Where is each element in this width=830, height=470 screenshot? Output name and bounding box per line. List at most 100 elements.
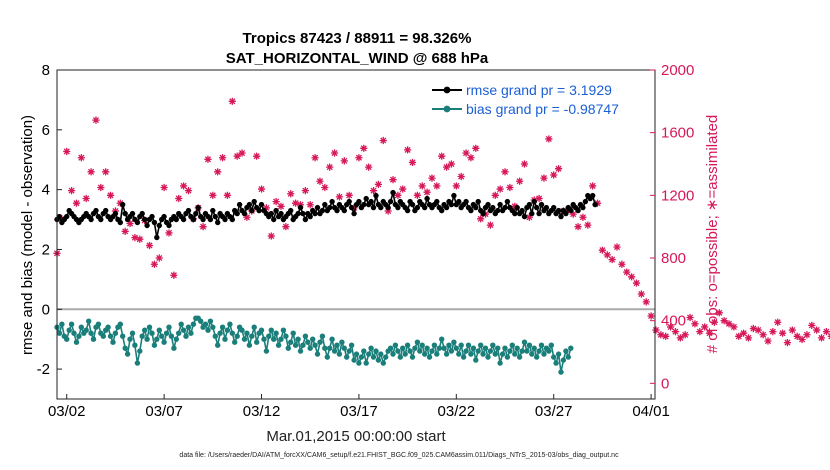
bias-point: [358, 354, 365, 360]
obs-marker: [257, 185, 266, 193]
bias-point: [480, 351, 486, 357]
obs-marker: [438, 152, 446, 160]
bias-point: [375, 357, 382, 363]
rmse-point: [322, 201, 328, 208]
obs-marker: [608, 255, 616, 264]
bias-point: [227, 321, 233, 327]
obs-marker: [501, 168, 509, 176]
bias-point: [302, 333, 309, 339]
bias-point: [346, 348, 352, 354]
obs-marker: [740, 329, 748, 337]
legend[interactable]: rmse grand pr = 3.1929 bias grand pr = -…: [420, 76, 652, 124]
obs-marker: [691, 320, 699, 328]
bias-point: [468, 351, 474, 357]
obs-marker: [744, 334, 753, 342]
obs-marker: [676, 334, 684, 342]
obs-marker: [262, 204, 270, 212]
bias-point: [285, 345, 291, 351]
bias-point: [73, 339, 80, 345]
rmse-point: [534, 204, 540, 211]
bias-point: [419, 342, 425, 348]
obs-marker: [404, 146, 412, 154]
obs-marker: [218, 154, 227, 162]
obs-marker: [282, 223, 290, 231]
x-axis: 03/02 03/07 03/12 03/17 03/22 03/27 04/01: [48, 394, 670, 420]
bias-point: [202, 321, 209, 327]
bias-point: [341, 345, 347, 351]
bias-point: [521, 339, 528, 345]
obs-marker: [696, 328, 704, 336]
obs-marker: [798, 335, 806, 344]
bias-point: [456, 351, 462, 357]
obs-marker: [550, 171, 558, 179]
bias-point: [224, 327, 231, 333]
obs-marker: [623, 268, 631, 276]
bias-point: [110, 339, 116, 345]
rmse-point: [151, 219, 158, 226]
rmse-point: [212, 213, 218, 220]
rmse-point: [288, 207, 294, 214]
bias-point: [404, 342, 411, 348]
bias-point: [207, 318, 214, 324]
obs-marker: [506, 183, 514, 192]
bias-point: [107, 333, 114, 339]
bias-point: [212, 333, 218, 339]
rmse-point: [395, 204, 401, 211]
bias-point: [538, 342, 545, 348]
obs-marker: [686, 313, 694, 322]
bias-point: [144, 336, 150, 342]
rmse-point: [236, 201, 243, 208]
bias-point: [273, 330, 279, 336]
obs-marker: [647, 312, 655, 320]
rmse-point: [117, 219, 124, 226]
obs-marker: [355, 154, 363, 162]
obs-marker: [72, 199, 81, 207]
bias-point: [314, 351, 321, 357]
y-left-tick-label: 0: [42, 301, 50, 318]
bias-point: [76, 333, 82, 339]
bias-point: [453, 345, 459, 351]
bias-point: [159, 333, 165, 339]
rmse-point: [568, 207, 574, 214]
obs-marker: [121, 227, 129, 235]
rmse-point: [448, 201, 455, 208]
bias-point: [173, 336, 179, 342]
rmse-point: [166, 222, 172, 229]
obs-marker: [783, 339, 792, 347]
bias-point: [507, 348, 513, 354]
y-right-tick-label: 400: [661, 313, 686, 330]
bias-point: [161, 339, 167, 345]
bias-point: [312, 342, 318, 348]
bias-point: [78, 324, 85, 330]
obs-marker: [184, 187, 193, 195]
y-right-tick-label: 0: [661, 375, 669, 392]
obs-marker: [316, 177, 324, 185]
bias-point: [142, 327, 148, 333]
bias-point: [63, 336, 70, 342]
legend-item-rmse[interactable]: rmse grand pr = 3.1929: [432, 82, 612, 98]
obs-marker: [652, 326, 660, 334]
obs-marker: [598, 246, 607, 254]
rmse-point: [312, 210, 318, 217]
legend-item-bias[interactable]: bias grand pr = -0.98747: [432, 101, 619, 117]
y-axis-left: -2 0 2 4 6 8: [37, 62, 62, 378]
bias-point: [232, 339, 238, 345]
obs-marker: [603, 251, 611, 259]
bias-point: [183, 333, 189, 339]
obs-marker: [720, 317, 728, 325]
obs-marker: [467, 154, 475, 162]
obs-marker: [788, 326, 796, 334]
obs-marker: [360, 144, 368, 152]
bias-point: [146, 324, 153, 330]
rmse-point: [490, 204, 496, 211]
obs-marker: [749, 324, 757, 333]
rmse-point: [390, 189, 396, 196]
bias-point: [407, 348, 413, 354]
obs-marker: [442, 163, 451, 171]
bias-point: [555, 351, 562, 357]
obs-marker: [535, 194, 543, 203]
obs-marker: [525, 213, 533, 221]
bias-point: [361, 348, 367, 354]
legend-label-bias: bias grand pr = -0.98747: [466, 101, 619, 117]
rmse-point: [495, 207, 501, 214]
